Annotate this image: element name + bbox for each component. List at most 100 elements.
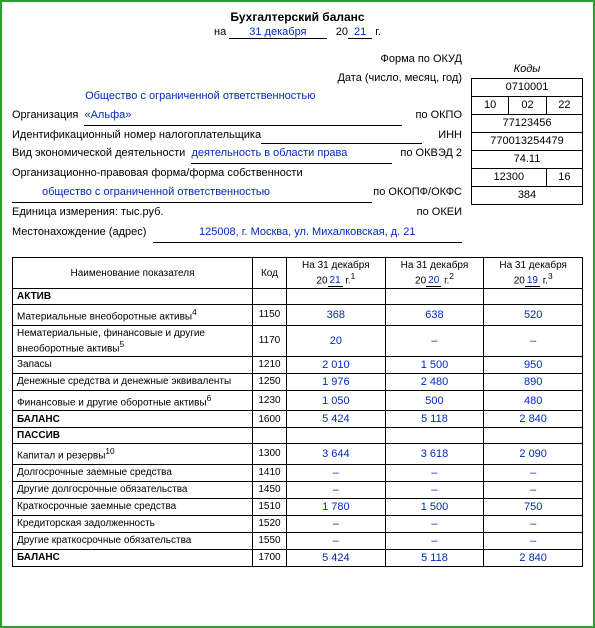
row-name: Другие краткосрочные обязательства (13, 532, 253, 549)
legal-form-label: Организационно-правовая форма/форма собс… (12, 164, 462, 183)
table-row: Другие краткосрочные обязательства1550––… (13, 532, 583, 549)
row-code: 1520 (253, 515, 287, 532)
row-value: 750 (484, 498, 583, 515)
table-row: Финансовые и другие оборотные активы6123… (13, 390, 583, 410)
row-value: 2 840 (484, 411, 583, 428)
row-code: 1170 (253, 325, 287, 356)
date-suffix: г. (375, 26, 381, 38)
row-value: 950 (484, 356, 583, 373)
okei-code: 384 (472, 186, 583, 204)
row-code: 1210 (253, 356, 287, 373)
addr-label: Местонахождение (адрес) (12, 223, 146, 243)
row-code: 1150 (253, 305, 287, 325)
row-value: 2 480 (385, 373, 484, 390)
date-code-m: 02 (509, 96, 546, 114)
row-value: 890 (484, 373, 583, 390)
row-code: 1700 (253, 549, 287, 566)
row-name: Нематериальные, финансовые и другие внео… (13, 325, 253, 356)
row-value: 1 976 (287, 373, 386, 390)
date-century: 20 (336, 26, 348, 38)
row-value: 5 118 (385, 549, 484, 566)
inn-short: ИНН (422, 126, 462, 145)
row-value: 3 644 (287, 444, 386, 464)
address: 125008, г. Москва, ул. Михалковская, д. … (153, 223, 462, 243)
date-code-label: Дата (число, месяц, год) (12, 69, 462, 88)
row-name: БАЛАНС (13, 411, 253, 428)
table-row: Нематериальные, финансовые и другие внео… (13, 325, 583, 356)
legal-form: общество с ограниченной ответственностью (12, 183, 372, 203)
codes-header: Коды (472, 60, 583, 78)
okfs-code: 16 (546, 168, 582, 186)
table-row: Краткосрочные заемные средства15101 7801… (13, 498, 583, 515)
inn-code: 770013254479 (472, 132, 583, 150)
row-code: 1300 (253, 444, 287, 464)
okpo-code: 77123456 (472, 114, 583, 132)
form-title: Бухгалтерский баланс (12, 10, 583, 24)
row-value: – (287, 481, 386, 498)
date-code-d: 10 (472, 96, 509, 114)
org-name: «Альфа» (84, 109, 131, 121)
row-value: 5 424 (287, 411, 386, 428)
row-name: Кредиторская задолженность (13, 515, 253, 532)
date-prefix: на (214, 26, 226, 38)
table-row: Материальные внеоборотные активы41150368… (13, 305, 583, 325)
row-value: 638 (385, 305, 484, 325)
row-name: Другие долгосрочные обязательства (13, 481, 253, 498)
row-value: – (385, 515, 484, 532)
row-value: 2 090 (484, 444, 583, 464)
section-header: ПАССИВ (13, 428, 253, 444)
row-value: 1 780 (287, 498, 386, 515)
okved-label: по ОКВЭД 2 (392, 144, 462, 164)
row-name: БАЛАНС (13, 549, 253, 566)
row-value: – (385, 325, 484, 356)
date-year: 21 (348, 26, 372, 39)
date-line: на 31 декабря 2021 г. (12, 26, 583, 38)
row-value: 5 424 (287, 549, 386, 566)
row-code: 1550 (253, 532, 287, 549)
row-value: – (484, 464, 583, 481)
row-code: 1250 (253, 373, 287, 390)
table-row: БАЛАНС16005 4245 1182 840 (13, 411, 583, 428)
org-label: Организация (12, 106, 78, 126)
table-row: ПАССИВ (13, 428, 583, 444)
row-value: 368 (287, 305, 386, 325)
table-row: Долгосрочные заемные средства1410––– (13, 464, 583, 481)
row-value: – (287, 464, 386, 481)
row-value: 1 500 (385, 356, 484, 373)
row-name: Финансовые и другие оборотные активы6 (13, 390, 253, 410)
section-header: АКТИВ (13, 289, 253, 305)
row-name: Запасы (13, 356, 253, 373)
row-value: – (287, 515, 386, 532)
okud-code: 0710001 (472, 78, 583, 96)
row-value: 2 840 (484, 549, 583, 566)
date-code-y: 22 (546, 96, 582, 114)
row-code: 1410 (253, 464, 287, 481)
okpo-label: по ОКПО (402, 106, 462, 126)
col-period-1: На 31 декабря2021 г.1 (287, 257, 386, 288)
row-value: 20 (287, 325, 386, 356)
row-value: 5 118 (385, 411, 484, 428)
row-value: – (484, 481, 583, 498)
row-value: 1 500 (385, 498, 484, 515)
codes-box: Коды 0710001 10 02 22 77123456 770013254… (471, 60, 583, 205)
row-value: – (484, 532, 583, 549)
row-name: Материальные внеоборотные активы4 (13, 305, 253, 325)
balance-sheet-form: Бухгалтерский баланс на 31 декабря 2021 … (0, 0, 595, 628)
row-value: 3 618 (385, 444, 484, 464)
table-row: Денежные средства и денежные эквиваленты… (13, 373, 583, 390)
table-row: Капитал и резервы1013003 6443 6182 090 (13, 444, 583, 464)
okud-label: Форма по ОКУД (12, 50, 462, 69)
org-type: Общество с ограниченной ответственностью (85, 90, 315, 102)
table-row: Запасы12102 0101 500950 (13, 356, 583, 373)
row-name: Краткосрочные заемные средства (13, 498, 253, 515)
col-period-3: На 31 декабря2019 г.3 (484, 257, 583, 288)
col-name: Наименование показателя (13, 257, 253, 288)
row-code: 1230 (253, 390, 287, 410)
activity: деятельность в области права (191, 144, 392, 164)
okopf-label: по ОКОПФ/ОКФС (372, 183, 462, 203)
row-code: 1600 (253, 411, 287, 428)
okved-code: 74.11 (472, 150, 583, 168)
unit-label: Единица измерения: тыс.руб. (12, 203, 163, 222)
balance-table: Наименование показателя Код На 31 декабр… (12, 257, 583, 567)
okopf-code: 12300 (472, 168, 547, 186)
